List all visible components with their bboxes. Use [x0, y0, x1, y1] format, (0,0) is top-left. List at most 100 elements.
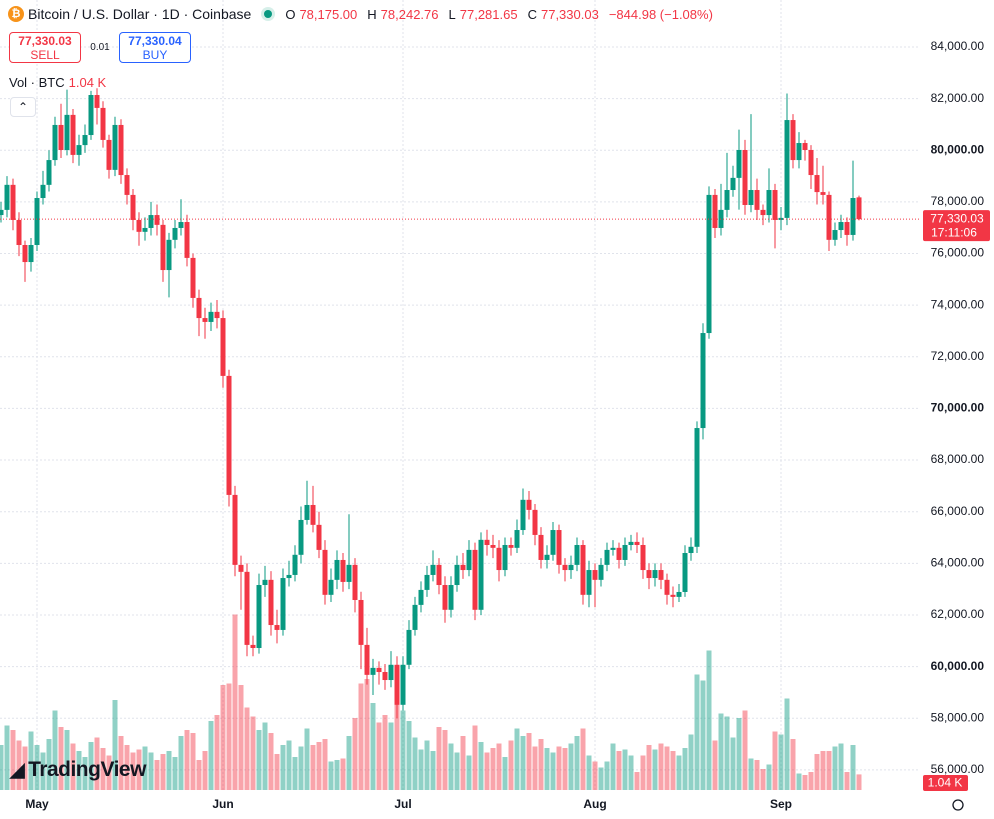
- candle-body: [406, 629, 412, 665]
- open-value: 78,175.00: [299, 6, 358, 22]
- candle-body: [70, 114, 76, 155]
- candle-body: [844, 222, 850, 235]
- candle-body: [538, 534, 544, 560]
- volume-bar: [592, 761, 598, 790]
- volume-bar: [280, 745, 286, 790]
- candle-body: [652, 570, 658, 579]
- volume-bar: [688, 734, 694, 790]
- x-tick-label: Jun: [212, 797, 233, 811]
- volume-bar: [508, 740, 514, 790]
- candle-body: [28, 245, 34, 263]
- volume-bar: [706, 650, 712, 790]
- volume-bar: [22, 746, 28, 790]
- buy-button[interactable]: 77,330.04 BUY: [119, 32, 191, 63]
- candle-body: [532, 509, 538, 535]
- volume-bar: [622, 749, 628, 790]
- candle-body: [82, 135, 88, 146]
- candle-body: [580, 544, 586, 595]
- volume-bar: [334, 760, 340, 790]
- candle-body: [520, 499, 526, 531]
- candle-body: [832, 230, 838, 240]
- candle-body: [46, 160, 52, 185]
- volume-bar: [256, 730, 262, 790]
- volume-bar: [232, 614, 238, 790]
- volume-bar: [430, 751, 436, 790]
- volume-bar: [358, 683, 364, 790]
- candle-body: [64, 114, 70, 150]
- candle-body: [610, 547, 616, 550]
- market-status[interactable]: [261, 7, 276, 21]
- candle-body: [52, 124, 58, 161]
- volume-bar: [556, 746, 562, 790]
- logo: ◢ TradingView: [10, 758, 146, 782]
- volume-bar: [76, 751, 82, 790]
- candle-body: [760, 209, 766, 216]
- volume-bar: [496, 743, 502, 790]
- candle-body: [346, 564, 352, 582]
- spread: 0.01: [90, 42, 110, 53]
- candle-body: [442, 585, 448, 610]
- candle-body: [190, 257, 196, 298]
- volume-bar: [262, 722, 268, 790]
- volume-bar: [130, 752, 136, 790]
- sell-price: 77,330.03: [18, 34, 72, 48]
- close-label: C: [527, 6, 537, 22]
- price-tag-value: 77,330.03: [930, 211, 984, 225]
- candle-body: [424, 574, 430, 590]
- candle-body: [604, 549, 610, 565]
- volume-bar: [832, 746, 838, 790]
- candle-body: [484, 539, 490, 545]
- candle-body: [16, 219, 22, 246]
- volume-tag-value: 1.04 K: [928, 776, 963, 790]
- candle-body: [706, 194, 712, 334]
- candle-body: [838, 222, 844, 231]
- candle-body: [790, 120, 796, 161]
- volume-bar: [670, 751, 676, 790]
- volume-bar: [304, 728, 310, 790]
- volume-bar: [190, 733, 196, 790]
- volume-bar: [388, 722, 394, 790]
- y-tick-label: 84,000.00: [931, 39, 985, 53]
- volume-bar: [520, 736, 526, 790]
- volume-bar: [118, 736, 124, 790]
- volume-bar: [136, 749, 142, 790]
- volume-bar: [490, 748, 496, 790]
- volume-bar: [694, 674, 700, 790]
- volume-bar: [754, 760, 760, 790]
- volume-bar: [310, 745, 316, 790]
- candle-body: [310, 504, 316, 525]
- candle-body: [574, 544, 580, 565]
- candle-body: [142, 227, 148, 232]
- collapse-button[interactable]: ⌃: [10, 97, 36, 117]
- candle-body: [274, 625, 280, 630]
- y-tick-label: 74,000.00: [931, 297, 985, 311]
- candle-body: [10, 184, 16, 220]
- volume-bar: [448, 743, 454, 790]
- volume-bar: [298, 746, 304, 790]
- volume-bar: [760, 769, 766, 790]
- candle-body: [136, 219, 142, 232]
- volume-bar: [172, 757, 178, 790]
- volume-bar: [184, 730, 190, 790]
- sell-button[interactable]: 77,330.03 SELL: [9, 32, 81, 63]
- candle-body: [40, 184, 46, 199]
- candle-body: [148, 215, 154, 228]
- volume-bar: [802, 775, 808, 790]
- settings-button[interactable]: [952, 799, 964, 811]
- high-label: H: [367, 6, 377, 22]
- candle-body: [364, 644, 370, 675]
- candle-body: [202, 318, 208, 322]
- volume-bar: [244, 707, 250, 790]
- y-tick-label: 62,000.00: [931, 607, 985, 621]
- candle-body: [418, 589, 424, 605]
- candle-body: [262, 579, 268, 586]
- volume-bar: [538, 739, 544, 790]
- candle-body: [232, 494, 238, 565]
- candle-body: [664, 579, 670, 595]
- volume-bar: [856, 774, 862, 790]
- volume-bar: [640, 755, 646, 790]
- volume-bar: [736, 718, 742, 790]
- candle-body: [676, 591, 682, 597]
- volume-bar: [718, 713, 724, 790]
- volume-bar: [742, 710, 748, 790]
